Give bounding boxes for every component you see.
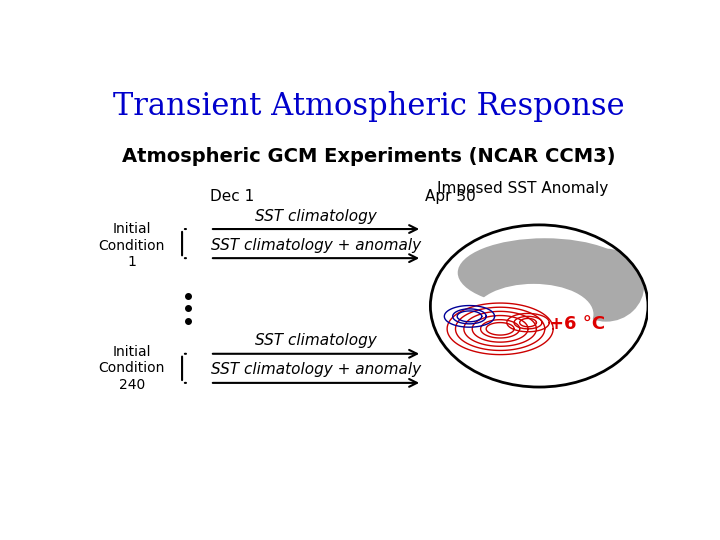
Ellipse shape (568, 249, 644, 322)
Text: SST climatology: SST climatology (255, 333, 377, 348)
Text: Transient Atmospheric Response: Transient Atmospheric Response (113, 91, 625, 122)
Circle shape (431, 225, 648, 387)
Ellipse shape (474, 284, 593, 345)
Text: Initial
Condition
240: Initial Condition 240 (99, 345, 165, 392)
Text: SST climatology + anomaly: SST climatology + anomaly (211, 238, 421, 253)
Text: Imposed SST Anomaly: Imposed SST Anomaly (437, 181, 608, 196)
Text: Dec 1: Dec 1 (210, 189, 254, 204)
Text: +6 °C: +6 °C (549, 315, 606, 333)
Text: SST climatology + anomaly: SST climatology + anomaly (211, 362, 421, 377)
Text: Apr 30: Apr 30 (425, 189, 475, 204)
Text: Atmospheric GCM Experiments (NCAR CCM3): Atmospheric GCM Experiments (NCAR CCM3) (122, 147, 616, 166)
Text: SST climatology: SST climatology (255, 208, 377, 224)
Ellipse shape (458, 238, 632, 307)
Text: Initial
Condition
1: Initial Condition 1 (99, 222, 165, 269)
